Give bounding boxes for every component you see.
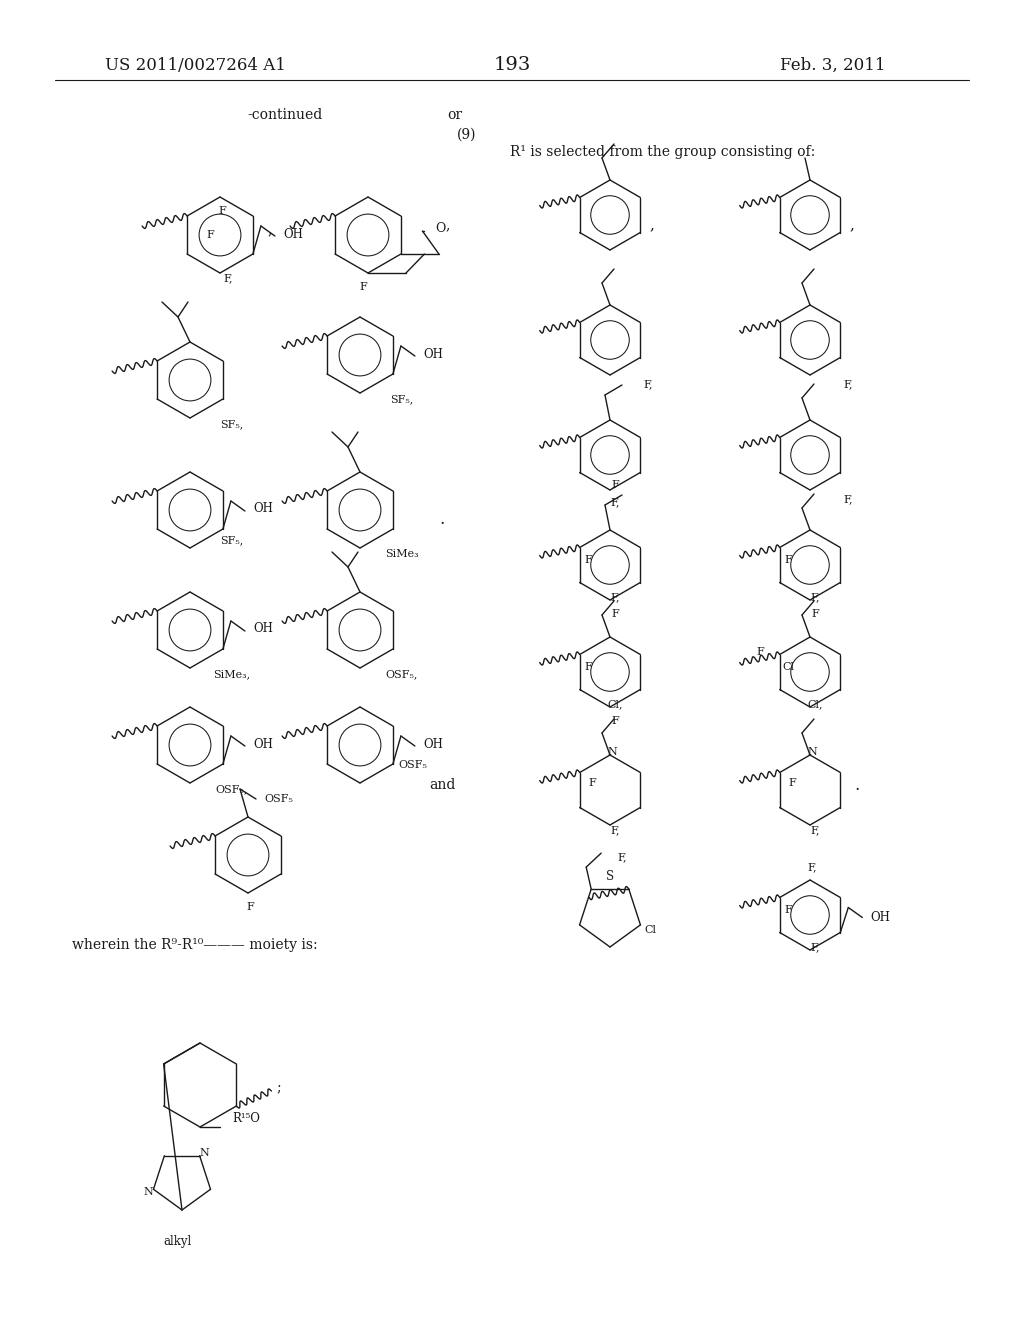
Text: F,: F, (843, 494, 853, 504)
Text: F: F (784, 554, 792, 565)
Text: Cl,: Cl, (807, 700, 822, 709)
Text: .: . (854, 776, 859, 793)
Text: F: F (784, 906, 792, 915)
Text: F: F (611, 715, 618, 726)
Text: SiMe₃,: SiMe₃, (213, 669, 251, 678)
Text: alkyl: alkyl (163, 1236, 191, 1249)
Text: F,: F, (807, 862, 817, 873)
Text: F,: F, (223, 273, 232, 282)
Text: OH: OH (423, 347, 442, 360)
Text: F: F (788, 777, 796, 788)
Text: OH: OH (423, 738, 442, 751)
Text: US 2011/0027264 A1: US 2011/0027264 A1 (105, 57, 286, 74)
Text: OH: OH (253, 738, 272, 751)
Text: F,: F, (643, 379, 652, 389)
Text: OH: OH (283, 227, 303, 240)
Text: F: F (246, 902, 254, 912)
Text: Cl: Cl (644, 925, 656, 935)
Text: F: F (584, 663, 592, 672)
Text: SF₅,: SF₅, (390, 393, 414, 404)
Text: Feb. 3, 2011: Feb. 3, 2011 (780, 57, 886, 74)
Text: F: F (584, 554, 592, 565)
Text: N: N (607, 747, 616, 756)
Text: N: N (807, 747, 817, 756)
Text: F,: F, (810, 591, 820, 602)
Text: Cl: Cl (782, 663, 794, 672)
Text: F,: F, (810, 942, 820, 952)
Text: F: F (588, 777, 596, 788)
Text: or: or (447, 108, 462, 121)
Text: ,: , (649, 218, 654, 232)
Text: wherein the R⁹-R¹⁰——— moiety is:: wherein the R⁹-R¹⁰——— moiety is: (72, 939, 317, 952)
Text: F: F (206, 230, 214, 240)
Text: ,: , (445, 218, 451, 232)
Text: O: O (435, 222, 445, 235)
Text: OH: OH (870, 911, 890, 924)
Text: OSF₅,: OSF₅, (216, 784, 248, 795)
Text: F: F (611, 480, 618, 490)
Text: ;: ; (276, 1081, 281, 1096)
Text: OSF₅: OSF₅ (264, 795, 293, 804)
Text: SiMe₃: SiMe₃ (385, 549, 419, 558)
Text: S: S (606, 870, 614, 883)
Text: OH: OH (253, 623, 272, 635)
Text: F: F (611, 609, 618, 619)
Text: ,: , (850, 218, 854, 232)
Text: F: F (811, 609, 819, 619)
Text: 193: 193 (494, 55, 530, 74)
Text: F,: F, (810, 825, 820, 836)
Text: N: N (200, 1147, 210, 1158)
Text: OSF₅: OSF₅ (398, 760, 427, 770)
Text: and: and (429, 777, 456, 792)
Text: R¹⁵O: R¹⁵O (232, 1113, 260, 1126)
Text: ,: , (268, 223, 272, 238)
Text: F,: F, (610, 825, 620, 836)
Text: F,: F, (610, 591, 620, 602)
Text: F: F (218, 206, 226, 216)
Text: F,: F, (617, 851, 627, 862)
Text: .: . (439, 511, 444, 528)
Text: OH: OH (253, 503, 272, 516)
Text: F: F (756, 647, 764, 657)
Text: F,: F, (843, 379, 853, 389)
Text: F,: F, (610, 498, 620, 507)
Text: OSF₅,: OSF₅, (386, 669, 418, 678)
Text: R¹ is selected from the group consisting of:: R¹ is selected from the group consisting… (510, 145, 815, 158)
Text: -continued: -continued (248, 108, 323, 121)
Text: (9): (9) (457, 128, 476, 143)
Text: SF₅,: SF₅, (220, 535, 244, 545)
Text: F: F (359, 282, 367, 292)
Text: N: N (143, 1187, 154, 1197)
Text: SF₅,: SF₅, (220, 418, 244, 429)
Text: Cl,: Cl, (607, 700, 623, 709)
